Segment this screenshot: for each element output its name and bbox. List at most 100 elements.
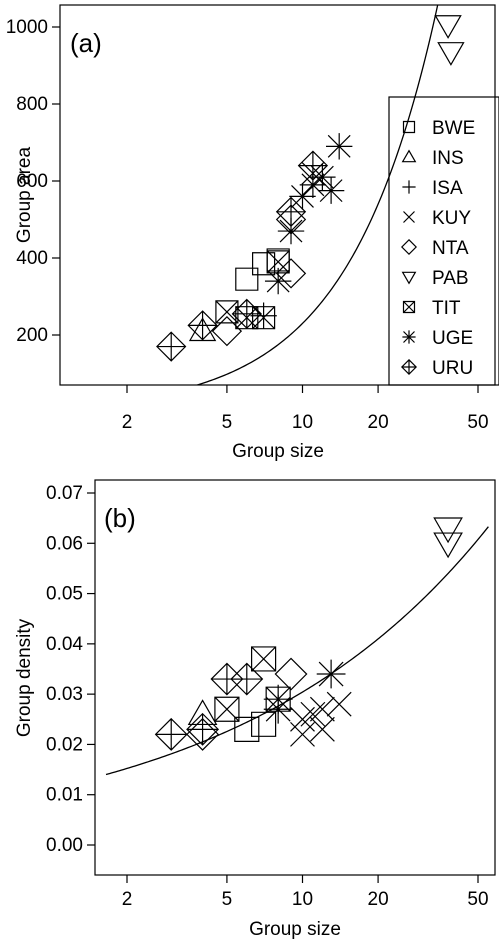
y-tick-label: 0.02 [46, 734, 83, 755]
plot-frame-a [59, 4, 496, 386]
legend-marker-tit [402, 300, 416, 314]
x-axis-b: 2 5 10 20 50 [122, 875, 489, 910]
x-tick-label: 10 [292, 412, 313, 433]
point-kuy [309, 696, 335, 722]
point-uge [264, 267, 292, 295]
legend-marker-uru [401, 359, 417, 375]
legend-label-nta: NTA [432, 238, 469, 259]
legend-marker-kuy [403, 211, 415, 223]
legend-marker-pab [401, 271, 417, 285]
legend-label-bwe: BWE [432, 118, 475, 139]
point-kuy [309, 716, 335, 742]
x-tick-label: 50 [467, 889, 488, 910]
point-kuy [290, 706, 315, 732]
point-uru [186, 712, 220, 746]
x-axis-a: 2 5 10 20 50 [122, 385, 489, 433]
panel-label-b: (b) [104, 503, 136, 533]
point-uge [317, 177, 345, 204]
point-bwe [234, 716, 260, 742]
y-tick-label: 0.05 [46, 584, 83, 605]
point-kuy [326, 691, 352, 717]
y-tick-label: 0.01 [46, 785, 83, 806]
x-axis-title-a: Group size [232, 441, 324, 462]
point-pab [433, 532, 463, 559]
legend-marker-ins [401, 149, 417, 163]
x-tick-label: 5 [222, 412, 233, 433]
point-kuy [300, 701, 326, 727]
point-uru [187, 310, 218, 341]
y-axis-title-a: Group area [14, 147, 35, 244]
point-nta [274, 657, 308, 691]
point-pab [433, 517, 463, 544]
point-uge [316, 659, 346, 689]
point-uge [325, 133, 353, 160]
point-uge [309, 163, 336, 191]
y-tick-label: 1000 [6, 17, 48, 38]
legend-label-uge: UGE [432, 328, 473, 349]
legend-marker-bwe [402, 120, 416, 134]
legend: BWE INS ISA KUY NTA PAB TIT UGE URU [388, 96, 499, 386]
point-bwe [251, 711, 277, 737]
y-tick-label: 0.04 [46, 634, 83, 655]
legend-label-kuy: KUY [432, 208, 471, 229]
point-uge [277, 217, 305, 245]
panel-label-a: (a) [70, 28, 102, 58]
y-tick-label: 800 [16, 94, 48, 115]
x-tick-label: 5 [222, 889, 233, 910]
x-tick-label: 50 [467, 412, 488, 433]
x-axis-title-b: Group size [249, 919, 341, 940]
panel-a: 200 400 600 800 1000 2 5 10 20 50 (a) Group area… [6, 4, 499, 462]
point-tit [215, 300, 239, 324]
point-uge [299, 171, 327, 199]
legend-label-pab: PAB [432, 268, 469, 289]
legend-label-isa: ISA [432, 178, 463, 199]
point-uru [231, 298, 262, 329]
legend-marker-isa [402, 180, 416, 194]
point-tit [251, 646, 277, 672]
point-uru [156, 331, 187, 362]
x-tick-label: 2 [122, 889, 133, 910]
point-uru [154, 717, 188, 751]
point-tit [252, 306, 276, 330]
y-axis-title-b: Group density [14, 618, 35, 737]
point-nta [211, 316, 243, 347]
point-uge [263, 694, 293, 724]
point-uru [230, 662, 264, 696]
legend-label-ins: INS [432, 148, 464, 169]
point-bwe [235, 267, 259, 291]
x-tick-label: 10 [292, 889, 313, 910]
x-tick-label: 20 [368, 889, 389, 910]
y-axis-b: 0.00 0.01 0.02 0.03 0.04 0.05 0.06 0.07 [46, 483, 95, 856]
point-pab [434, 15, 462, 39]
legend-box [388, 96, 499, 386]
fit-curve-b [105, 526, 489, 776]
legend-label-tit: TIT [432, 298, 461, 319]
y-tick-label: 0.00 [46, 835, 83, 856]
point-kuy [290, 721, 315, 747]
data-points-b [154, 517, 463, 751]
y-tick-label: 0.06 [46, 533, 83, 554]
fit-curve-a [194, 5, 439, 385]
x-tick-label: 2 [122, 412, 133, 433]
y-axis-a: 200 400 600 800 1000 [6, 17, 60, 346]
point-uru [297, 150, 329, 181]
point-tit [266, 250, 290, 274]
y-tick-label: 200 [16, 325, 48, 346]
x-tick-label: 20 [368, 412, 389, 433]
y-tick-label: 0.03 [46, 684, 83, 705]
point-tit [214, 696, 240, 722]
plot-frame-b [94, 479, 496, 876]
y-tick-label: 600 [16, 171, 48, 192]
point-pab [437, 42, 465, 66]
legend-label-uru: URU [432, 358, 473, 379]
y-tick-label: 0.07 [46, 483, 83, 504]
legend-marker-uge [402, 330, 416, 344]
point-nta [275, 258, 307, 289]
y-tick-label: 400 [16, 248, 48, 269]
panel-b: 0.00 0.01 0.02 0.03 0.04 0.05 0.06 0.07 2 5 10 20 5… [14, 479, 496, 940]
point-uge [289, 183, 316, 210]
data-points-a [156, 15, 465, 362]
legend-marker-nta [401, 239, 417, 255]
point-uru [275, 196, 307, 227]
